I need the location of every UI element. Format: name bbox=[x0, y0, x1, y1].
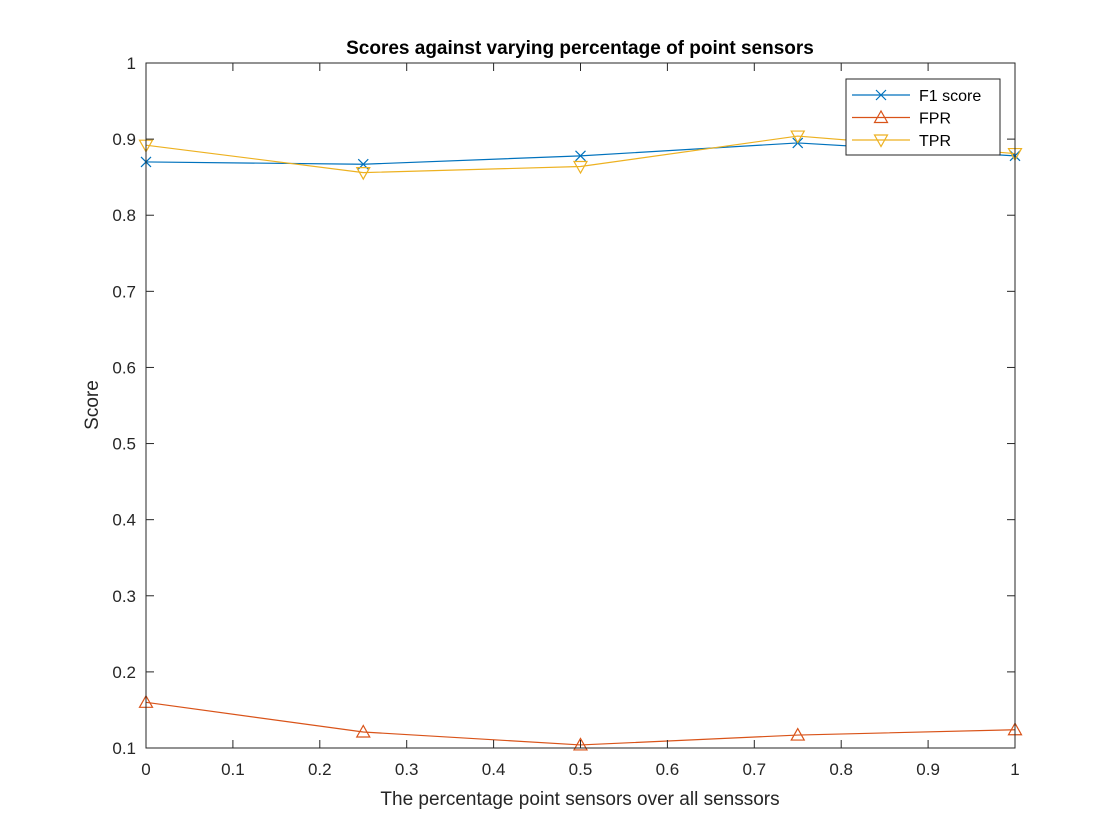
data-point-tpr bbox=[790, 130, 806, 144]
x-tick-label: 0.3 bbox=[395, 760, 419, 779]
y-tick-label: 0.6 bbox=[112, 358, 136, 377]
legend-marker-f1-score bbox=[875, 89, 887, 101]
legend-marker-tpr bbox=[873, 134, 889, 148]
x-tick-label: 0.8 bbox=[829, 760, 853, 779]
y-tick-label: 0.2 bbox=[112, 663, 136, 682]
y-tick-label: 1 bbox=[127, 54, 136, 73]
y-axis-title: Score bbox=[82, 380, 103, 430]
plot-area bbox=[146, 63, 1015, 748]
x-tick-label: 0.1 bbox=[221, 760, 245, 779]
legend-label-tpr: TPR bbox=[919, 133, 951, 150]
x-tick-label: 0 bbox=[141, 760, 150, 779]
ticks-group: 0 0.1 0.2 0.3 0.4 0.5 0.6 0.7 0.8 0.9 1 0.1 0.2 0.3 0.… bbox=[112, 54, 1019, 779]
x-tick-label: 0.2 bbox=[308, 760, 332, 779]
data-point-fpr bbox=[572, 737, 589, 751]
legend-marker-fpr bbox=[873, 109, 889, 124]
data-point-f1-score bbox=[575, 150, 586, 162]
y-tick-label: 0.7 bbox=[112, 282, 136, 301]
legend-label-f1-score: F1 score bbox=[919, 88, 981, 105]
x-tick-label: 0.9 bbox=[916, 760, 940, 779]
x-tick-label: 0.6 bbox=[656, 760, 680, 779]
x-tick-label: 0.5 bbox=[569, 760, 593, 779]
legend: F1 score FPR TPR bbox=[845, 78, 1001, 156]
x-axis-title: The percentage point sensors over all se… bbox=[380, 789, 779, 810]
y-tick-label: 0.9 bbox=[112, 130, 136, 149]
data-point-fpr bbox=[355, 724, 371, 738]
x-tick-label: 1 bbox=[1010, 760, 1019, 779]
data-point-tpr bbox=[355, 167, 371, 181]
y-tick-label: 0.8 bbox=[112, 206, 136, 225]
y-tick-label: 0.4 bbox=[112, 511, 136, 530]
y-tick-label: 0.5 bbox=[112, 435, 136, 454]
data-point-tpr bbox=[572, 160, 589, 175]
x-tick-label: 0.7 bbox=[742, 760, 766, 779]
x-tick-label: 0.4 bbox=[482, 760, 506, 779]
data-point-fpr bbox=[790, 727, 806, 741]
chart-title: Scores against varying percentage of poi… bbox=[346, 38, 814, 59]
y-tick-label: 0.3 bbox=[112, 587, 136, 606]
legend-label-fpr: FPR bbox=[919, 111, 951, 128]
y-tick-label: 0.1 bbox=[112, 739, 136, 758]
